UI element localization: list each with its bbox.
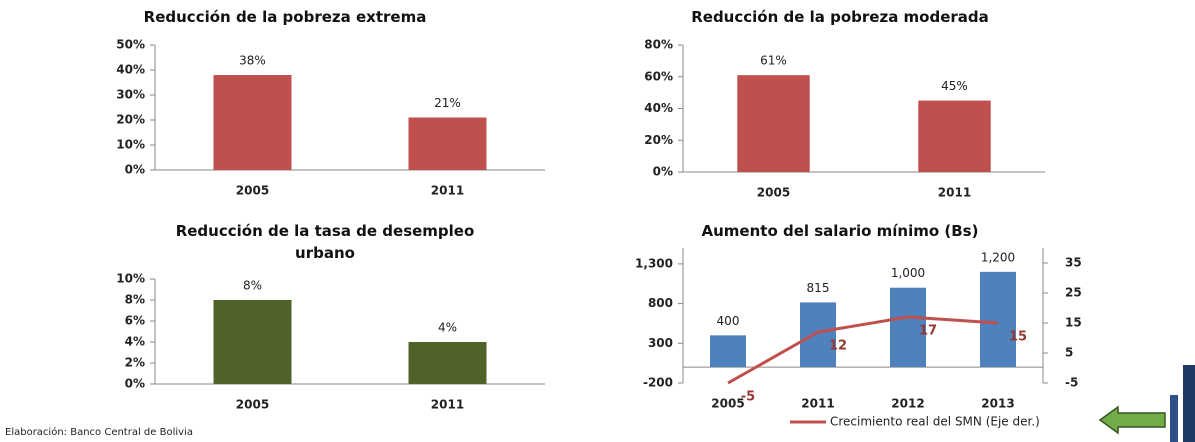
value-label: 400 [717,314,740,328]
y-tick-label: 800 [648,296,673,310]
y-tick-label: 2% [125,356,145,370]
bar [213,300,292,384]
x-tick-label: 2012 [891,397,924,411]
x-tick-label: 2005 [236,184,269,198]
value-label: 15 [1009,330,1027,345]
y-tick-label: 0% [125,163,145,177]
y-tick-label: 300 [648,336,673,350]
bar [918,100,991,172]
y2-tick-label: 25 [1065,286,1082,300]
y-tick-label: 1,300 [635,256,673,270]
bar [737,75,810,172]
x-tick-label: 2013 [981,397,1014,411]
bar [408,342,487,384]
line [727,315,999,385]
y-tick-label: 6% [125,314,145,328]
y-tick-label: 8% [125,293,145,307]
bar [710,335,746,368]
value-label: 17 [919,324,937,339]
bar [980,271,1016,368]
y-tick-label: 0% [125,377,145,391]
y2-tick-label: 5 [1065,346,1073,360]
value-label: 1,200 [981,250,1015,264]
y-tick-label: 40% [116,63,145,77]
value-label: 8% [243,279,262,293]
bar [213,75,292,170]
chart-title: Reducción de la tasa de desempleo urbano [175,222,475,262]
legend-label: Crecimiento real del SMN (Eje der.) [830,415,1040,429]
bar [800,302,836,368]
value-label: -5 [741,390,755,405]
y-tick-label: 20% [116,113,145,127]
y-tick-label: 20% [644,133,673,147]
value-label: 12 [829,339,847,354]
value-label: 1,000 [891,266,925,280]
chart-title: Reducción de la pobreza moderada [691,8,989,26]
corner-decoration [1170,395,1178,442]
x-tick-label: 2005 [757,186,790,200]
chart-title: Reducción de la pobreza extrema [143,8,427,26]
value-label: 21% [434,96,461,110]
y-tick-label: 4% [125,335,145,349]
y2-tick-label: -5 [1065,376,1078,390]
y-tick-label: 10% [116,272,145,286]
value-label: 38% [239,54,266,68]
y-tick-label: 10% [116,138,145,152]
x-tick-label: 2011 [801,397,834,411]
bar [890,287,926,368]
x-tick-label: 2011 [431,398,464,412]
y-tick-label: 80% [644,38,673,52]
chart-title: Aumento del salario mínimo (Bs) [701,222,979,240]
y2-tick-label: 35 [1065,256,1082,270]
y-tick-label: 60% [644,69,673,83]
value-label: 815 [807,281,830,295]
value-label: 45% [941,79,968,93]
y-tick-label: 40% [644,101,673,115]
x-tick-label: 2011 [938,186,971,200]
x-tick-label: 2005 [236,398,269,412]
corner-decoration [1183,365,1195,442]
y-tick-label: 50% [116,38,145,52]
value-label: 4% [438,321,457,335]
footer: Elaboración: Banco Central de Bolivia [5,426,193,438]
bar [408,117,487,170]
y-tick-label: 30% [116,88,145,102]
value-label: 61% [760,54,787,68]
y-tick-label: -200 [643,376,673,390]
x-tick-label: 2005 [711,397,744,411]
y2-tick-label: 15 [1065,316,1082,330]
x-tick-label: 2011 [431,184,464,198]
y-tick-label: 0% [653,165,673,179]
back-button[interactable] [1098,405,1166,435]
